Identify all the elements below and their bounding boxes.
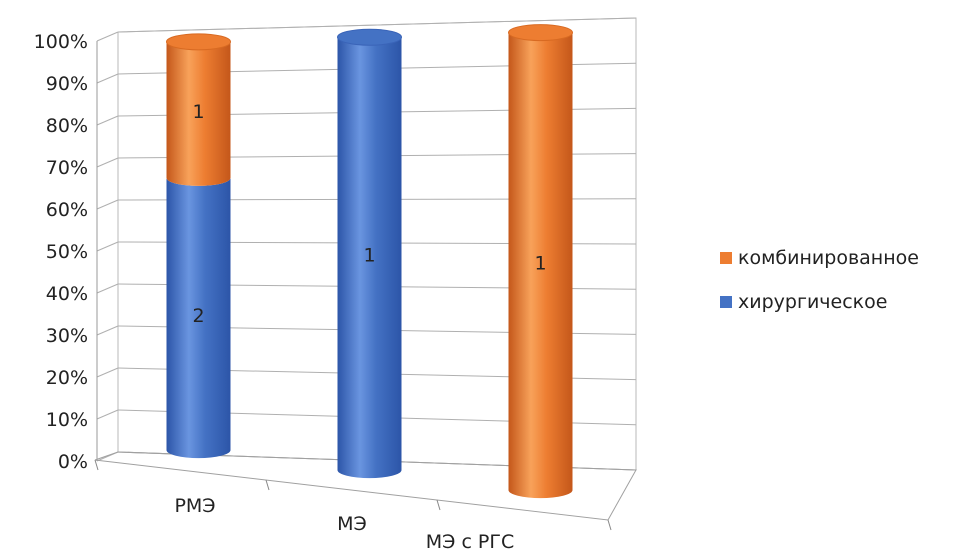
y-tick-label: 100% (34, 31, 88, 53)
y-tick-label: 10% (46, 409, 88, 431)
bar-top (166, 33, 231, 51)
side-gridline (96, 283, 119, 294)
side-gridline (96, 367, 119, 378)
side-gridline (96, 199, 119, 210)
x-category-label: МЭ с РГС (426, 531, 515, 553)
data-label: 1 (534, 252, 546, 274)
y-tick-label: 50% (46, 241, 88, 263)
legend-label-combined: комбинированное (738, 247, 919, 269)
data-label: 1 (363, 245, 375, 267)
side-gridline (96, 157, 119, 168)
side-gridline (96, 325, 119, 336)
x-tick (265, 479, 270, 491)
legend-item-combined: комбинированное (720, 245, 919, 271)
side-gridline (96, 115, 119, 126)
data-label: 2 (192, 305, 204, 327)
bar-segment (166, 177, 231, 459)
data-label: 1 (192, 101, 204, 123)
bar-top (337, 28, 402, 46)
y-tick-label: 30% (46, 325, 88, 347)
y-tick-label: 0% (58, 451, 88, 473)
gridline (117, 17, 637, 33)
bar-segment (166, 41, 231, 186)
y-tick-label: 40% (46, 283, 88, 305)
x-tick (607, 519, 612, 531)
y-tick-label: 80% (46, 115, 88, 137)
x-category-label: РМЭ (174, 495, 215, 517)
side-gridline (96, 31, 119, 42)
bar-top (508, 24, 573, 42)
y-tick-label: 20% (46, 367, 88, 389)
bar-segment (508, 32, 573, 499)
y-tick-label: 90% (46, 73, 88, 95)
x-tick (94, 459, 99, 471)
y-tick-label: 60% (46, 199, 88, 221)
legend-label-surgical: хирургическое (738, 291, 888, 313)
y-tick-label: 70% (46, 157, 88, 179)
x-tick (436, 499, 441, 511)
bar-segment (337, 37, 402, 479)
legend: комбинированное хирургическое (720, 245, 919, 333)
side-gridline (96, 409, 119, 420)
legend-swatch-surgical (720, 296, 732, 308)
legend-item-surgical: хирургическое (720, 289, 919, 315)
x-category-label: МЭ (337, 513, 367, 535)
legend-swatch-combined (720, 252, 732, 264)
side-gridline (96, 73, 119, 84)
side-gridline (96, 241, 119, 252)
